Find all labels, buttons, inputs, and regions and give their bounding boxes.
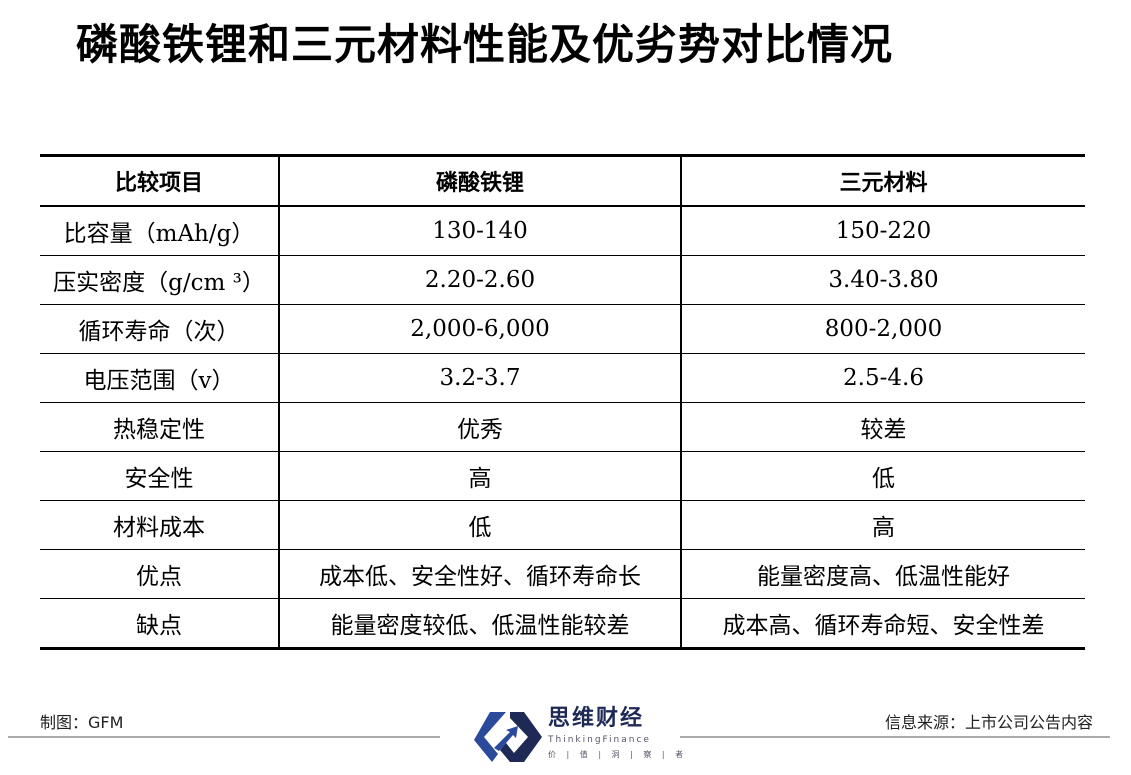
logo-tagline: 价 | 值 | 洞 | 察 | 者 <box>548 750 688 759</box>
footer-credit: 制图：GFM <box>40 713 124 732</box>
lfp-value: 能量密度较低、低温性能较差 <box>278 598 681 650</box>
lfp-value: 成本低、安全性好、循环寿命长 <box>278 549 681 599</box>
footer-source: 信息来源：上市公司公告内容 <box>884 713 1093 732</box>
row-label: 压实密度（g/cm ³） <box>40 255 279 305</box>
row-label: 安全性 <box>40 451 279 501</box>
row-label: 热稳定性 <box>40 402 279 452</box>
ternary-value: 高 <box>680 500 1085 550</box>
header-ternary: 三元材料 <box>680 155 1085 207</box>
table-row: 优点 成本低、安全性好、循环寿命长 能量密度高、低温性能好 <box>40 549 1085 599</box>
ternary-value: 成本高、循环寿命短、安全性差 <box>680 598 1085 650</box>
row-label: 优点 <box>40 549 279 599</box>
table-row: 压实密度（g/cm ³） 2.20-2.60 3.40-3.80 <box>40 255 1085 305</box>
logo-name: 思维财经 <box>548 706 645 731</box>
table-row: 安全性高低 <box>40 451 1085 501</box>
ternary-value: 800-2,000 <box>680 304 1085 354</box>
ternary-value: 150-220 <box>680 206 1085 256</box>
lfp-value: 3.2-3.7 <box>278 353 681 403</box>
row-label: 循环寿命（次） <box>40 304 279 354</box>
ternary-value: 3.40-3.80 <box>680 255 1085 305</box>
lfp-value: 高 <box>278 451 681 501</box>
table-row: 热稳定性 优秀 较差 <box>40 402 1085 452</box>
logo-english: ThinkingFinance <box>548 735 651 745</box>
lfp-value: 2.20-2.60 <box>278 255 681 305</box>
ternary-value: 能量密度高、低温性能好 <box>680 549 1085 599</box>
row-label: 电压范围（v） <box>40 353 279 403</box>
footer-rule-left <box>8 736 440 738</box>
table-row: 材料成本低高 <box>40 500 1085 550</box>
comparison-table: 比较项目 磷酸铁锂 三元材料 比容量（mAh/g） 130-140 150-220 压… <box>40 154 1085 650</box>
table-row: 比容量（mAh/g） 130-140 150-220 <box>40 206 1085 256</box>
table-header-row: 比较项目 磷酸铁锂 三元材料 <box>40 155 1085 207</box>
ternary-value: 较差 <box>680 402 1085 452</box>
row-label: 比容量（mAh/g） <box>40 206 279 256</box>
row-label: 缺点 <box>40 598 279 650</box>
table-row: 循环寿命（次） 2,000-6,000 800-2,000 <box>40 304 1085 354</box>
header-item: 比较项目 <box>40 155 279 207</box>
footer-rule-right <box>680 736 1110 738</box>
lfp-value: 优秀 <box>278 402 681 452</box>
ternary-value: 2.5-4.6 <box>680 353 1085 403</box>
ternary-value: 低 <box>680 451 1085 501</box>
lfp-value: 130-140 <box>278 206 681 256</box>
logo-icon <box>474 712 542 762</box>
page-title: 磷酸铁锂和三元材料性能及优劣势对比情况 <box>76 20 894 69</box>
table-row: 电压范围（v） 3.2-3.7 2.5-4.6 <box>40 353 1085 403</box>
header-lfp: 磷酸铁锂 <box>278 155 681 207</box>
table-row: 缺点 能量密度较低、低温性能较差 成本高、循环寿命短、安全性差 <box>40 598 1085 650</box>
lfp-value: 低 <box>278 500 681 550</box>
row-label: 材料成本 <box>40 500 279 550</box>
lfp-value: 2,000-6,000 <box>278 304 681 354</box>
